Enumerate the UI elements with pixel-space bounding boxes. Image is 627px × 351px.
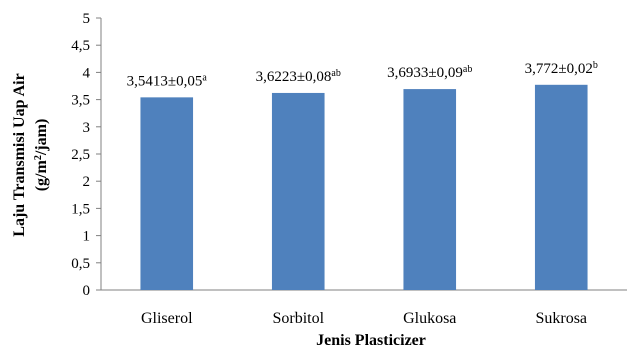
y-tick-label: 1	[83, 229, 91, 245]
y-axis-title-unit-prefix: (g/m	[33, 160, 50, 192]
data-label-value: 3,6223±0,08	[256, 69, 332, 85]
y-tick-label: 4,5	[71, 38, 90, 54]
y-axis-title-line1: Laju Transmisi Uap Air	[11, 73, 28, 236]
svg-text:(g/m2/jam): (g/m2/jam)	[33, 119, 51, 192]
y-tick-label: 2	[83, 174, 91, 190]
data-labels: 3,5413±0,05a 3,6223±0,08ab 3,6933±0,09ab 3,…	[127, 59, 598, 89]
x-axis: Gliserol Sorbitol Glukosa Sukrosa	[101, 290, 627, 327]
data-label-significance: b	[593, 59, 598, 70]
bar-sukrosa	[535, 85, 588, 290]
y-tick-label: 0,5	[71, 256, 90, 272]
x-axis-title: Jenis Plasticizer	[316, 332, 426, 349]
bars	[140, 85, 587, 290]
y-axis-title: Laju Transmisi Uap Air (g/m2/jam)	[11, 73, 50, 236]
x-tick-label: Sorbitol	[272, 310, 324, 327]
y-tick-label: 5	[83, 11, 91, 27]
y-tick-label: 3,5	[71, 93, 90, 109]
y-tick-label: 2,5	[71, 147, 90, 163]
data-label-significance: ab	[331, 67, 340, 78]
bar-glukosa	[403, 89, 456, 290]
bar-gliserol	[140, 97, 193, 290]
x-tick-label: Gliserol	[141, 310, 193, 327]
x-tick-label: Sukrosa	[535, 310, 587, 327]
data-label-significance: ab	[463, 64, 472, 75]
data-label: 3,6223±0,08ab	[256, 67, 341, 85]
bar-sorbitol	[272, 93, 325, 290]
y-axis-title-unit-suffix: /jam)	[33, 119, 50, 156]
data-label: 3,5413±0,05a	[127, 72, 208, 90]
y-tick-label: 4	[83, 65, 91, 81]
data-label-value: 3,6933±0,09	[387, 65, 463, 81]
data-label-value: 3,772±0,02	[525, 61, 593, 77]
data-label-value: 3,5413±0,05	[127, 73, 203, 89]
svg-text:Laju Transmisi Uap Air: Laju Transmisi Uap Air	[11, 73, 28, 236]
data-label-significance: a	[202, 72, 207, 83]
data-label: 3,6933±0,09ab	[387, 64, 472, 82]
y-tick-label: 1,5	[71, 201, 90, 217]
y-tick-label: 0	[83, 283, 91, 299]
y-tick-label: 3	[83, 120, 91, 136]
y-axis: 0 0,5 1 1,5 2 2,5 3 3,5 4 4,5 5	[71, 11, 101, 299]
data-label: 3,772±0,02b	[525, 59, 598, 77]
x-tick-label: Glukosa	[403, 310, 456, 327]
